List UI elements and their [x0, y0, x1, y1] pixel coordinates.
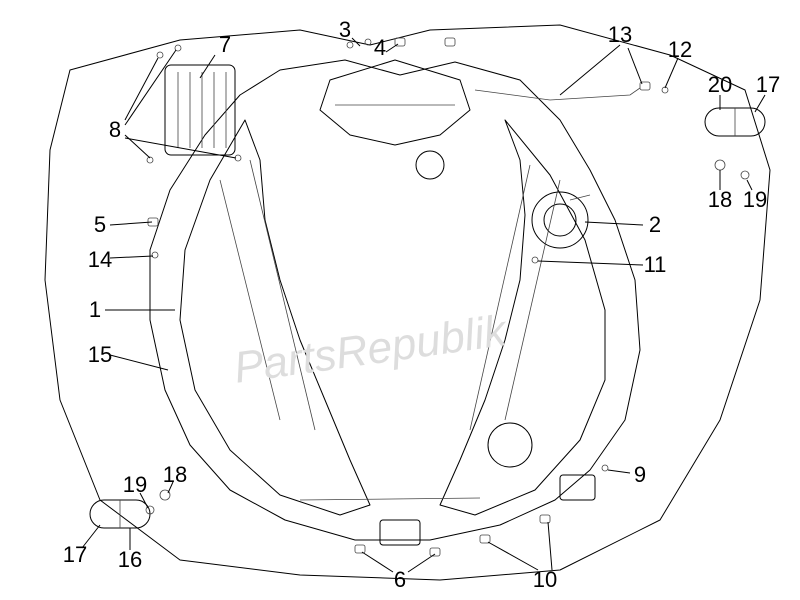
leader-10-0	[488, 542, 538, 570]
vent-grille	[165, 65, 235, 155]
diagram-border	[45, 25, 770, 580]
diagram-container: PartsRepublik 78341312201721819115141151…	[0, 0, 800, 600]
leader-18-0	[168, 482, 173, 493]
clip-top-2	[445, 38, 455, 46]
clip-6b	[430, 548, 440, 556]
leader-14-0	[110, 256, 153, 258]
screw-14	[152, 252, 158, 258]
inner-wall-right	[440, 120, 605, 515]
right-crease-2	[470, 165, 530, 430]
leader-19-0	[747, 180, 752, 190]
leader-6-0	[362, 552, 393, 572]
leader-17-0	[82, 525, 100, 548]
upper-bridge	[320, 60, 470, 145]
leader-10-1	[548, 522, 552, 570]
leader-8-1	[125, 50, 176, 125]
clip-10b	[540, 515, 550, 523]
leader-7-0	[200, 55, 215, 78]
inner-wall-left	[180, 120, 370, 515]
floor-seam	[300, 498, 480, 500]
upper-hole	[416, 151, 444, 179]
lock-ring-inner	[544, 204, 576, 236]
leader-5-0	[110, 222, 152, 225]
nut-18a	[715, 160, 725, 170]
lock-ring	[532, 192, 588, 248]
leader-13-1	[628, 48, 642, 84]
wire-route	[475, 88, 640, 100]
leader-8-0	[125, 58, 158, 120]
leader-9-0	[608, 470, 630, 473]
leader-13-0	[560, 45, 620, 95]
left-crease-2	[250, 160, 315, 430]
screw-9	[602, 465, 608, 471]
pin-19a	[741, 171, 749, 179]
leader-17-0	[755, 95, 765, 112]
main-glovebox-body	[150, 60, 640, 540]
leader-6-1	[408, 554, 435, 572]
lower-tab-right	[560, 475, 595, 500]
screw-11	[532, 257, 538, 263]
lower-tab-center	[380, 520, 420, 545]
leader-12-0	[665, 58, 678, 88]
clip-6a	[355, 545, 365, 553]
small-screw-1	[157, 52, 163, 58]
screw-top-1	[347, 42, 353, 48]
left-crease-1	[220, 180, 280, 420]
leader-2-0	[585, 222, 643, 225]
leader-4-0	[386, 44, 398, 52]
leader-11-0	[538, 261, 643, 265]
lower-hole	[488, 423, 532, 467]
diagram-svg	[0, 0, 800, 600]
